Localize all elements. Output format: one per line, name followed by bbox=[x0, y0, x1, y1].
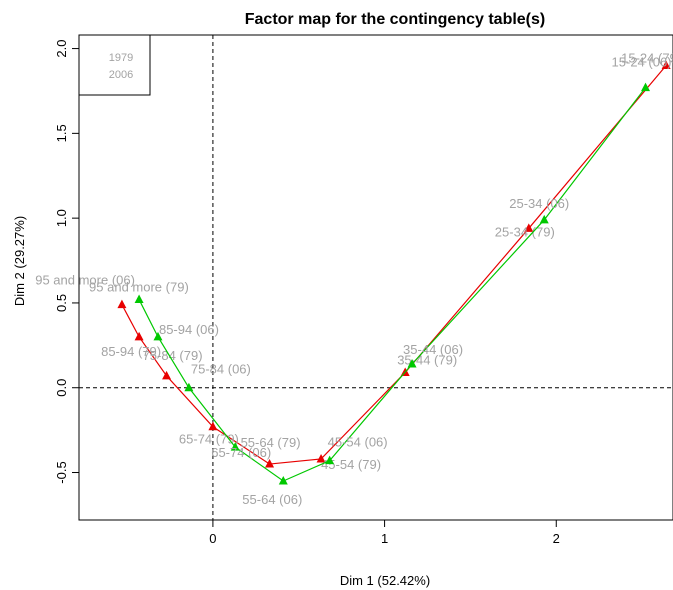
plot-area: 0 1 2 -0.5 0.0 0.5 1.0 1.5 2.0 95 and more (79) 85… bbox=[35, 34, 673, 546]
y-tick-label: 1.0 bbox=[54, 209, 69, 227]
data-point-marker bbox=[641, 82, 651, 92]
legend-entry-1979: 1979 bbox=[109, 52, 133, 64]
data-point-marker bbox=[230, 442, 240, 451]
data-point-marker bbox=[162, 370, 172, 380]
data-point-label: 85-94 (79) bbox=[101, 344, 161, 359]
series-line-1 bbox=[121, 65, 667, 465]
data-point-label: 55-64 (06) bbox=[242, 492, 302, 507]
data-point-label: 25-34 (06) bbox=[509, 196, 569, 211]
data-point-label: 75-84 (79) bbox=[143, 348, 203, 363]
data-point-label: 45-54 (79) bbox=[321, 457, 381, 472]
y-tick-label: 0.0 bbox=[54, 379, 69, 397]
y-axis-title: Dim 2 (29.27%) bbox=[12, 216, 27, 306]
data-point-label: 65-74 (06) bbox=[211, 445, 271, 460]
y-tick-label: 0.5 bbox=[54, 294, 69, 312]
x-axis-title: Dim 1 (52.42%) bbox=[340, 573, 430, 588]
x-tick-label: 0 bbox=[209, 531, 216, 546]
plot-frame bbox=[78, 34, 673, 521]
data-point-marker bbox=[134, 331, 144, 341]
y-tick-label: 1.5 bbox=[54, 124, 69, 142]
series-line-2 bbox=[138, 87, 647, 482]
x-tick-label: 2 bbox=[553, 531, 560, 546]
data-point-label: 85-94 (06) bbox=[159, 322, 219, 337]
data-point-label: 35-44 (06) bbox=[403, 342, 463, 357]
data-point-label: 25-34 (79) bbox=[495, 224, 555, 239]
data-point-marker bbox=[184, 382, 194, 392]
data-point-marker bbox=[539, 214, 549, 224]
legend-box bbox=[78, 34, 151, 96]
data-point-label: 65-74 (79) bbox=[179, 432, 239, 447]
data-point-marker bbox=[208, 421, 218, 431]
data-point-label: 55-64 (79) bbox=[241, 435, 301, 450]
data-point-marker bbox=[134, 294, 144, 304]
data-point-marker bbox=[316, 453, 326, 463]
legend-entry-2006: 2006 bbox=[109, 69, 133, 81]
data-point-label: 15-24 (06) bbox=[612, 55, 672, 70]
data-point-marker bbox=[278, 475, 288, 485]
data-point-marker bbox=[117, 299, 127, 309]
y-tick-label: 2.0 bbox=[54, 40, 69, 58]
data-point-marker bbox=[265, 459, 275, 468]
data-point-label: 95 and more (79) bbox=[89, 280, 189, 295]
data-point-label: 95 and more (06) bbox=[35, 273, 135, 288]
data-point-marker bbox=[153, 331, 163, 341]
data-point-marker bbox=[407, 358, 417, 368]
data-point-marker bbox=[661, 60, 671, 70]
data-point-label: 75-84 (06) bbox=[191, 362, 251, 377]
x-tick-label: 1 bbox=[381, 531, 388, 546]
data-point-label: 45-54 (06) bbox=[328, 435, 388, 450]
data-point-marker bbox=[325, 455, 335, 465]
y-tick-label: -0.5 bbox=[54, 461, 69, 483]
data-point-marker bbox=[524, 223, 534, 232]
chart-title: Factor map for the contingency table(s) bbox=[245, 11, 545, 28]
data-point-label: 15-24 (79) bbox=[621, 51, 673, 66]
legend: 1979 2006 bbox=[78, 34, 151, 96]
